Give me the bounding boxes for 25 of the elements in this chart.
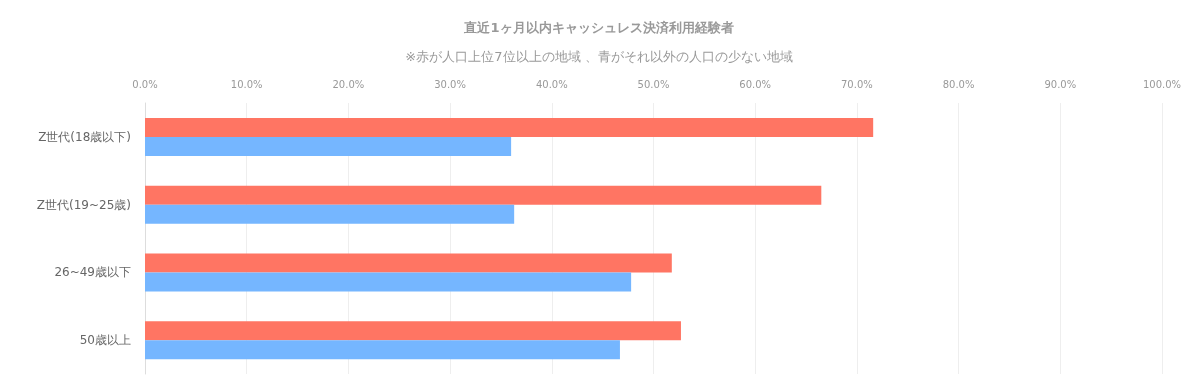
x-tick-label: 40.0% <box>535 78 568 90</box>
x-tick-label: 80.0% <box>942 78 975 90</box>
bar <box>145 136 512 156</box>
x-tick-label: 100.0% <box>1142 78 1182 90</box>
x-tick-label: 50.0% <box>637 78 670 90</box>
bar <box>145 272 632 292</box>
x-tick-label: 0.0% <box>132 78 158 90</box>
bar <box>145 253 672 273</box>
x-tick-label: 30.0% <box>434 78 466 90</box>
y-tick-label: Z世代(18歳以下) <box>38 129 131 144</box>
x-tick-label: 10.0% <box>230 78 263 90</box>
x-tick-label: 90.0% <box>1044 78 1077 90</box>
bar <box>145 185 822 205</box>
y-tick-label: Z世代(19~25歳) <box>36 197 131 212</box>
bar <box>145 321 681 341</box>
y-tick-label: 26~49歳以下 <box>54 265 131 280</box>
x-tick-label: 60.0% <box>739 78 772 90</box>
x-tick-label: 20.0% <box>332 78 365 90</box>
bar <box>145 117 874 137</box>
bar <box>145 204 515 224</box>
y-tick-label: 50歳以上 <box>79 333 131 348</box>
chart-subtitle: ※赤が人口上位7位以上の地域 、青がそれ以外の人口の少ない地域 <box>405 49 793 64</box>
bar <box>145 340 620 360</box>
chart-title: 直近1ヶ月以内キャッシュレス決済利用経験者 <box>463 20 734 35</box>
x-tick-label: 70.0% <box>841 78 873 90</box>
